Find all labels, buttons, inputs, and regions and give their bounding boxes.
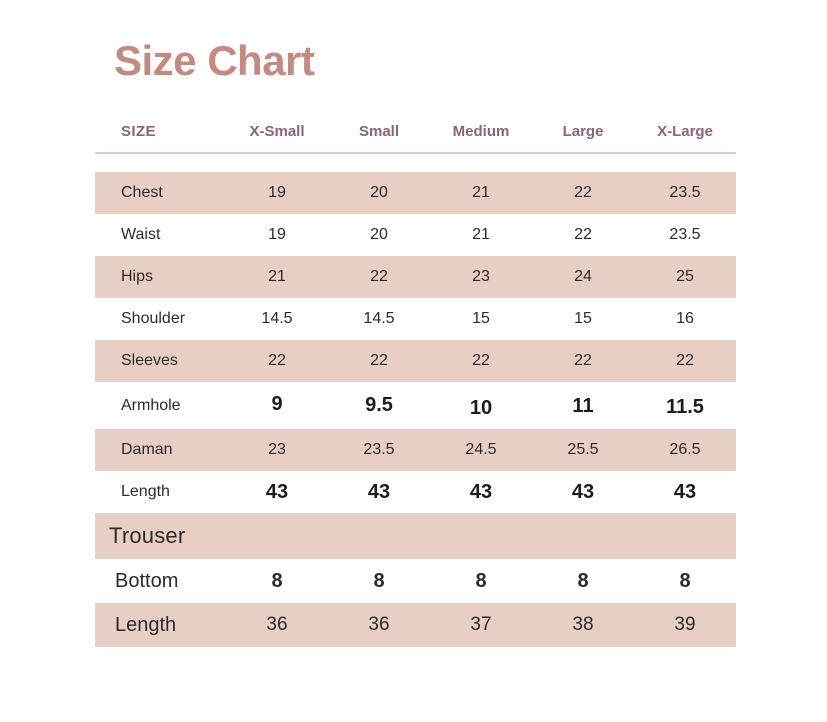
table-row-sleeves: Sleeves 22 22 22 22 22 <box>95 340 736 382</box>
cell-sleeves-xsmall: 22 <box>226 340 328 382</box>
row-label-waist: Waist <box>95 214 226 256</box>
table-row-waist: Waist 19 20 21 22 23.5 <box>95 214 736 256</box>
row-label-hips: Hips <box>95 256 226 298</box>
cell-chest-medium: 21 <box>430 172 532 214</box>
table-row-shoulder: Shoulder 14.5 14.5 15 15 16 <box>95 298 736 340</box>
row-label-sleeves: Sleeves <box>95 340 226 382</box>
table-row-trouser-length: Length 36 36 37 38 39 <box>95 603 736 647</box>
column-header-size: SIZE <box>95 115 226 153</box>
cell-shoulder-xlarge: 16 <box>634 298 736 340</box>
row-label-armhole: Armhole <box>95 382 226 429</box>
section-header-trouser: Trouser <box>95 513 736 559</box>
header-spacer <box>95 153 736 172</box>
cell-trouser-bottom-small: 8 <box>328 559 430 603</box>
cell-trouser-length-medium: 37 <box>430 603 532 647</box>
table-row-trouser-bottom: Bottom 8 8 8 8 8 <box>95 559 736 603</box>
cell-trouser-bottom-xlarge: 8 <box>634 559 736 603</box>
cell-length-large: 43 <box>532 471 634 513</box>
cell-armhole-xlarge: 11.5 <box>634 382 736 429</box>
table-row-daman: Daman 23 23.5 24.5 25.5 26.5 <box>95 429 736 471</box>
cell-hips-large: 24 <box>532 256 634 298</box>
table-header: SIZE X-Small Small Medium Large X-Large <box>95 115 736 153</box>
cell-hips-small: 22 <box>328 256 430 298</box>
cell-armhole-xsmall: 9 <box>226 382 328 429</box>
table-body: Chest 19 20 21 22 23.5 Waist 19 20 21 22… <box>95 153 736 647</box>
cell-daman-large: 25.5 <box>532 429 634 471</box>
page-title: Size Chart <box>114 37 315 84</box>
cell-waist-xsmall: 19 <box>226 214 328 256</box>
column-header-medium: Medium <box>430 115 532 153</box>
column-header-large: Large <box>532 115 634 153</box>
column-header-xlarge: X-Large <box>634 115 736 153</box>
cell-waist-small: 20 <box>328 214 430 256</box>
cell-chest-large: 22 <box>532 172 634 214</box>
cell-armhole-small: 9.5 <box>328 382 430 429</box>
column-header-xsmall: X-Small <box>226 115 328 153</box>
row-label-chest: Chest <box>95 172 226 214</box>
row-label-shoulder: Shoulder <box>95 298 226 340</box>
size-chart-table-wrapper: SIZE X-Small Small Medium Large X-Large … <box>95 115 736 647</box>
table-row-armhole: Armhole 9 9.5 10 11 11.5 <box>95 382 736 429</box>
cell-length-small: 43 <box>328 471 430 513</box>
cell-sleeves-xlarge: 22 <box>634 340 736 382</box>
row-label-length: Length <box>95 471 226 513</box>
cell-shoulder-medium: 15 <box>430 298 532 340</box>
cell-sleeves-small: 22 <box>328 340 430 382</box>
table-row-chest: Chest 19 20 21 22 23.5 <box>95 172 736 214</box>
row-label-trouser-length: Length <box>95 603 226 647</box>
cell-daman-xlarge: 26.5 <box>634 429 736 471</box>
cell-waist-large: 22 <box>532 214 634 256</box>
cell-daman-small: 23.5 <box>328 429 430 471</box>
section-label-trouser: Trouser <box>95 513 736 559</box>
header-row: SIZE X-Small Small Medium Large X-Large <box>95 115 736 153</box>
cell-length-xsmall: 43 <box>226 471 328 513</box>
cell-armhole-medium: 10 <box>430 382 532 429</box>
cell-hips-medium: 23 <box>430 256 532 298</box>
cell-armhole-large: 11 <box>532 382 634 429</box>
cell-trouser-bottom-medium: 8 <box>430 559 532 603</box>
cell-shoulder-large: 15 <box>532 298 634 340</box>
cell-chest-xlarge: 23.5 <box>634 172 736 214</box>
cell-daman-xsmall: 23 <box>226 429 328 471</box>
cell-waist-medium: 21 <box>430 214 532 256</box>
table-row-length: Length 43 43 43 43 43 <box>95 471 736 513</box>
cell-daman-medium: 24.5 <box>430 429 532 471</box>
cell-waist-xlarge: 23.5 <box>634 214 736 256</box>
cell-trouser-bottom-xsmall: 8 <box>226 559 328 603</box>
cell-shoulder-small: 14.5 <box>328 298 430 340</box>
cell-length-medium: 43 <box>430 471 532 513</box>
row-label-trouser-bottom: Bottom <box>95 559 226 603</box>
cell-sleeves-large: 22 <box>532 340 634 382</box>
size-chart-table: SIZE X-Small Small Medium Large X-Large … <box>95 115 736 647</box>
cell-sleeves-medium: 22 <box>430 340 532 382</box>
cell-chest-small: 20 <box>328 172 430 214</box>
column-header-small: Small <box>328 115 430 153</box>
cell-length-xlarge: 43 <box>634 471 736 513</box>
cell-shoulder-xsmall: 14.5 <box>226 298 328 340</box>
cell-chest-xsmall: 19 <box>226 172 328 214</box>
row-label-daman: Daman <box>95 429 226 471</box>
cell-trouser-length-small: 36 <box>328 603 430 647</box>
cell-trouser-length-large: 38 <box>532 603 634 647</box>
spacer-cell <box>95 153 736 172</box>
cell-trouser-length-xlarge: 39 <box>634 603 736 647</box>
table-row-hips: Hips 21 22 23 24 25 <box>95 256 736 298</box>
cell-hips-xsmall: 21 <box>226 256 328 298</box>
cell-trouser-bottom-large: 8 <box>532 559 634 603</box>
cell-hips-xlarge: 25 <box>634 256 736 298</box>
cell-trouser-length-xsmall: 36 <box>226 603 328 647</box>
